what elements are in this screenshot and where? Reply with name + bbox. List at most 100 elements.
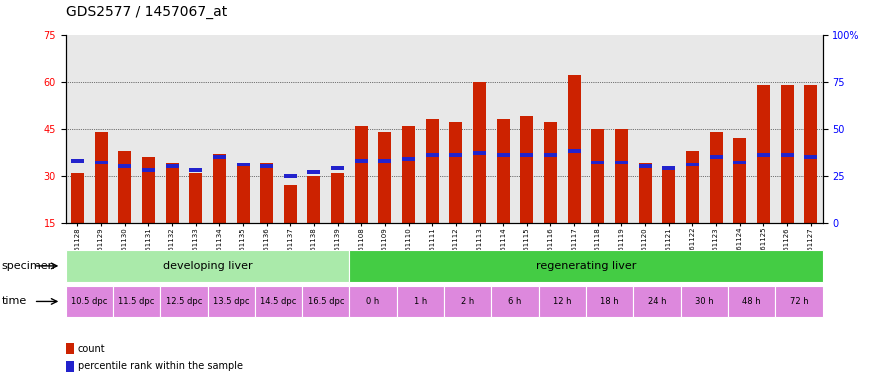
Bar [686, 162, 699, 166]
Bar [331, 172, 344, 223]
Bar [733, 138, 746, 223]
Bar [780, 85, 794, 223]
Bar [662, 166, 676, 170]
Bar [307, 176, 320, 223]
Bar [681, 286, 728, 317]
Text: 2 h: 2 h [461, 297, 474, 306]
Bar [236, 166, 249, 223]
Bar [260, 164, 273, 168]
Text: 24 h: 24 h [648, 297, 666, 306]
Text: 1 h: 1 h [414, 297, 427, 306]
Text: 14.5 dpc: 14.5 dpc [260, 297, 297, 306]
Bar [615, 129, 628, 223]
Bar [804, 155, 817, 159]
Bar [444, 286, 492, 317]
Bar [757, 85, 770, 223]
Bar [450, 122, 462, 223]
Bar [118, 151, 131, 223]
Text: 12 h: 12 h [553, 297, 571, 306]
Bar [568, 149, 581, 153]
Bar [165, 163, 178, 223]
Bar [113, 286, 160, 317]
Bar [733, 161, 746, 164]
Text: 30 h: 30 h [695, 297, 713, 306]
Bar [71, 159, 84, 162]
Bar [402, 157, 415, 161]
Text: 12.5 dpc: 12.5 dpc [165, 297, 202, 306]
Bar [639, 163, 652, 223]
Text: 10.5 dpc: 10.5 dpc [71, 297, 108, 306]
Bar [213, 155, 226, 159]
Bar [473, 151, 486, 155]
Bar [66, 361, 74, 372]
Bar [426, 153, 438, 157]
Text: 6 h: 6 h [508, 297, 522, 306]
Bar [142, 157, 155, 223]
Text: 18 h: 18 h [600, 297, 619, 306]
Text: 72 h: 72 h [789, 297, 808, 306]
Bar [426, 119, 438, 223]
Bar [586, 286, 634, 317]
Text: GDS2577 / 1457067_at: GDS2577 / 1457067_at [66, 5, 227, 19]
Text: count: count [78, 344, 106, 354]
Bar [378, 132, 391, 223]
Bar [160, 286, 207, 317]
Bar [780, 153, 794, 157]
Bar [189, 172, 202, 223]
Bar [804, 85, 817, 223]
Bar [354, 159, 367, 162]
Bar [255, 286, 302, 317]
Bar [492, 286, 539, 317]
Text: specimen: specimen [2, 261, 55, 271]
Bar [260, 163, 273, 223]
Text: developing liver: developing liver [163, 261, 252, 271]
Bar [302, 286, 349, 317]
Bar [521, 116, 534, 223]
Text: percentile rank within the sample: percentile rank within the sample [78, 361, 243, 371]
Text: 0 h: 0 h [367, 297, 380, 306]
Bar [284, 174, 297, 177]
Bar [349, 286, 396, 317]
Bar [284, 185, 297, 223]
Bar [66, 343, 74, 354]
Text: 13.5 dpc: 13.5 dpc [213, 297, 249, 306]
Bar [354, 126, 367, 223]
Bar [497, 153, 510, 157]
Bar [615, 161, 628, 164]
Bar [94, 132, 108, 223]
Bar [142, 168, 155, 172]
Bar [686, 151, 699, 223]
Bar [592, 129, 605, 223]
Bar [213, 154, 226, 223]
Bar [331, 166, 344, 170]
Text: regenerating liver: regenerating liver [536, 261, 636, 271]
Bar [568, 75, 581, 223]
Bar [634, 286, 681, 317]
Bar [66, 286, 113, 317]
Bar [236, 162, 249, 166]
Text: 48 h: 48 h [742, 297, 761, 306]
Bar [189, 168, 202, 172]
Bar [94, 161, 108, 164]
Bar [396, 286, 444, 317]
Bar [402, 126, 415, 223]
Bar [165, 164, 178, 168]
Bar [539, 286, 586, 317]
Bar [710, 155, 723, 159]
Bar [544, 122, 557, 223]
Text: 16.5 dpc: 16.5 dpc [307, 297, 344, 306]
Bar [307, 170, 320, 174]
Bar [473, 82, 486, 223]
Bar [66, 250, 349, 282]
Bar [544, 153, 557, 157]
Bar [497, 119, 510, 223]
Bar [639, 164, 652, 168]
Bar [662, 169, 676, 223]
Bar [71, 172, 84, 223]
Bar [450, 153, 462, 157]
Text: time: time [2, 296, 27, 306]
Text: 11.5 dpc: 11.5 dpc [118, 297, 155, 306]
Bar [728, 286, 775, 317]
Bar [378, 159, 391, 162]
Bar [207, 286, 255, 317]
